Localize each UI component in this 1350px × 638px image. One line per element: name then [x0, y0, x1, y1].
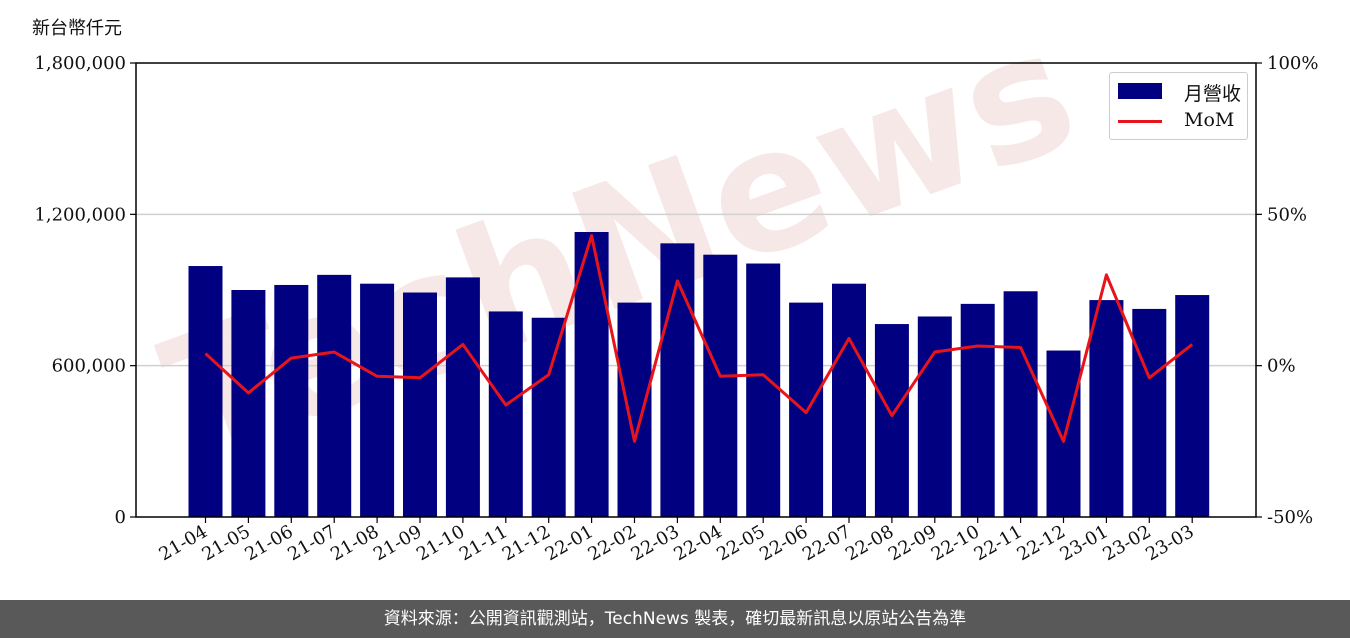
bar-22-10	[960, 303, 995, 517]
legend-item-revenue: 月營收	[1118, 79, 1243, 105]
legend-item-mom: MoM	[1118, 109, 1243, 133]
bar-21-08	[360, 283, 395, 517]
bar-22-05	[746, 263, 781, 517]
bar-series	[188, 231, 1210, 518]
x-tick-label: 22-02	[585, 521, 640, 565]
bar-22-03	[660, 243, 695, 518]
x-tick-label: 22-10	[928, 521, 983, 565]
x-tick-label: 21-09	[370, 521, 425, 565]
mom-line	[204, 234, 1194, 443]
bar-21-04	[188, 266, 223, 517]
bar-21-12	[531, 317, 566, 517]
legend-swatch-bar	[1118, 83, 1162, 99]
y-left-tick-label: 1,800,000	[34, 53, 126, 74]
bar-23-02	[1132, 308, 1167, 517]
x-tick-label: 22-11	[971, 521, 1026, 565]
bar-22-08	[874, 324, 909, 517]
x-tick-label: 21-04	[156, 521, 211, 565]
bar-22-04	[703, 254, 738, 517]
bar-21-05	[231, 290, 266, 517]
revenue-chart: TechNews 0600,0001,200,0001,800,000-50%0…	[34, 0, 1318, 565]
legend-label-revenue: 月營收	[1184, 83, 1242, 105]
x-tick-label: 22-09	[885, 521, 940, 565]
bar-21-11	[488, 311, 523, 517]
x-tick-label: 22-07	[799, 521, 854, 565]
plot-frame	[135, 62, 1257, 518]
bar-22-11	[1003, 291, 1038, 517]
y-left-tick-label: 1,200,000	[34, 204, 126, 225]
x-tick-label: 22-05	[713, 521, 768, 565]
x-tick-label: 21-06	[241, 521, 296, 565]
bar-21-07	[317, 274, 352, 517]
x-tick-label: 22-04	[670, 521, 725, 565]
x-tick-label: 21-10	[413, 521, 468, 565]
bar-22-09	[917, 316, 952, 517]
y-axis-unit-label: 新台幣仟元	[32, 18, 122, 39]
x-tick-label: 22-06	[756, 521, 811, 565]
bar-22-02	[617, 302, 652, 517]
y-right-tick-label: 100%	[1267, 53, 1318, 74]
x-tick-label: 21-08	[327, 521, 382, 565]
y-left-tick-label: 600,000	[52, 356, 126, 377]
bar-22-01	[574, 231, 609, 517]
x-tick-label: 22-08	[842, 521, 897, 565]
x-tick-label: 22-12	[1014, 521, 1069, 565]
bar-22-12	[1046, 350, 1081, 517]
x-tick-label: 23-02	[1099, 521, 1154, 565]
y-right-tick-label: 50%	[1267, 204, 1307, 225]
legend-swatch-line	[1118, 120, 1162, 123]
x-tick-label: 21-07	[284, 521, 339, 565]
x-tick-label: 23-01	[1056, 521, 1111, 565]
x-tick-label: 21-12	[499, 521, 554, 565]
bar-21-06	[274, 284, 309, 517]
bar-21-10	[445, 277, 480, 517]
x-tick-label: 21-05	[198, 521, 253, 565]
bar-21-09	[403, 292, 437, 517]
x-tick-label: 23-03	[1142, 521, 1197, 565]
mom-line-series	[204, 234, 1194, 443]
bar-22-07	[832, 283, 866, 517]
bar-23-03	[1175, 295, 1210, 517]
x-tick-label: 21-11	[456, 521, 511, 565]
legend-label-mom: MoM	[1184, 109, 1235, 131]
source-footer: 資料來源：公開資訊觀測站，TechNews 製表，確切最新訊息以原站公告為準	[0, 600, 1350, 638]
bar-23-01	[1089, 300, 1124, 517]
y-right-tick-label: 0%	[1267, 356, 1296, 377]
x-tick-label: 22-03	[627, 521, 682, 565]
x-tick-label: 22-01	[542, 521, 597, 565]
y-right-tick-label: -50%	[1267, 507, 1313, 528]
y-left-tick-label: 0	[115, 507, 126, 528]
chart-legend: 月營收 MoM	[1109, 72, 1248, 140]
